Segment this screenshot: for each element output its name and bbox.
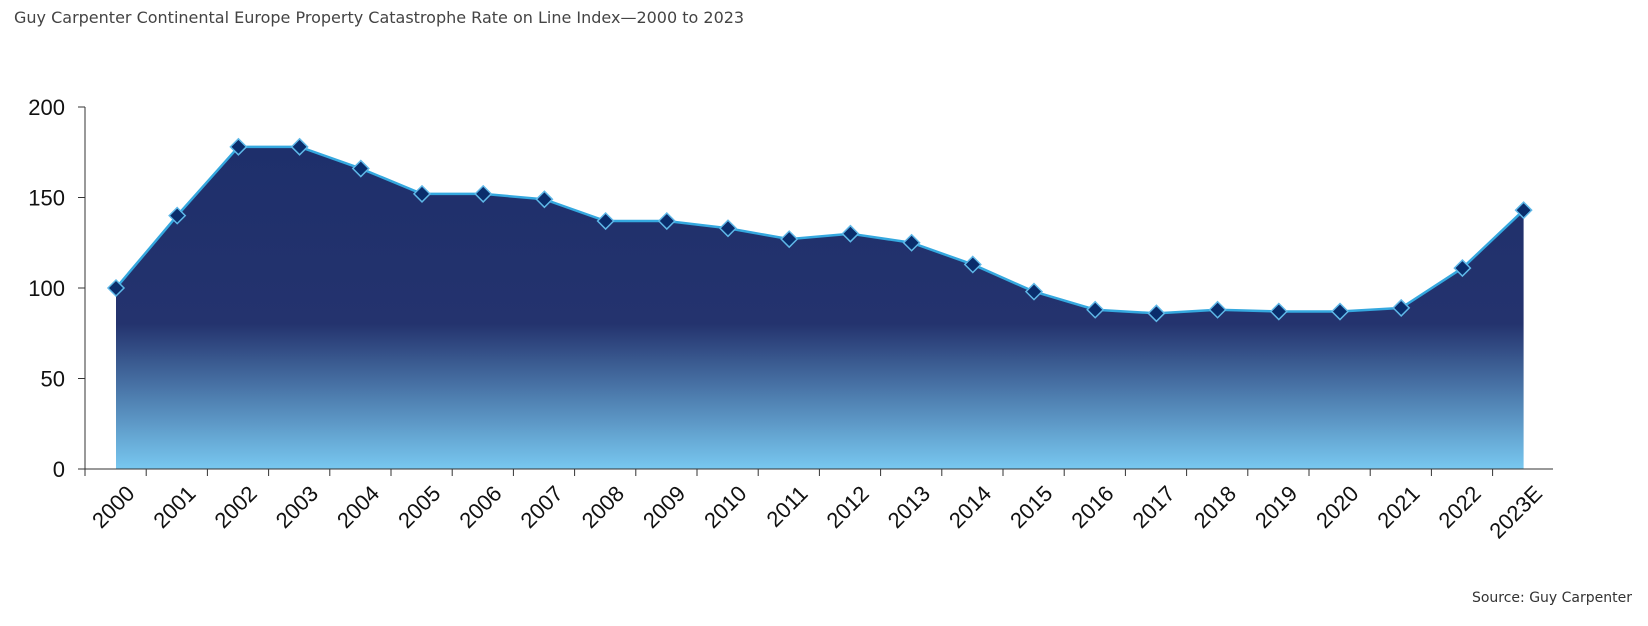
data-point-marker xyxy=(1024,282,1044,301)
x-tick-label: 2023E xyxy=(1484,481,1547,544)
x-tick-label: 2016 xyxy=(1066,481,1118,533)
area-fill xyxy=(116,146,1524,469)
data-point-marker xyxy=(106,278,126,298)
x-tick-label: 2013 xyxy=(883,481,935,533)
data-point-marker xyxy=(351,159,370,178)
data-point-marker xyxy=(1208,300,1227,319)
y-tick-label: 50 xyxy=(41,367,65,392)
x-tick-label: 2017 xyxy=(1128,481,1180,533)
plot-area: 0 50 100 150 200 2000 2001 2002 2003 2004 2005 2006… xyxy=(28,95,1553,543)
x-tick-label: 2010 xyxy=(699,481,751,533)
data-point-marker xyxy=(596,211,615,231)
data-point-marker xyxy=(535,190,554,209)
x-tick-label: 2005 xyxy=(393,481,445,533)
data-point-marker xyxy=(168,206,187,225)
data-point-marker xyxy=(902,233,921,252)
x-tick-label: 2020 xyxy=(1311,481,1363,533)
data-point-marker xyxy=(474,184,493,203)
x-tick-label: 2000 xyxy=(87,481,139,533)
x-tick-label: 2001 xyxy=(148,481,200,533)
data-point-marker xyxy=(1453,259,1472,278)
data-point-marker xyxy=(1514,201,1533,220)
data-point-marker xyxy=(963,255,982,274)
data-point-marker xyxy=(718,219,738,238)
x-tick-label: 2009 xyxy=(638,481,690,533)
x-tick-label: 2014 xyxy=(944,481,996,533)
x-tick-label: 2006 xyxy=(454,481,506,533)
data-point-marker xyxy=(841,224,860,243)
data-point-marker xyxy=(1147,304,1166,323)
chart-title: Guy Carpenter Continental Europe Propert… xyxy=(14,8,745,27)
series-line xyxy=(115,145,1525,315)
y-tick-label: 100 xyxy=(28,276,65,301)
data-point-marker xyxy=(1392,298,1411,317)
x-tick-label: 2021 xyxy=(1372,481,1424,533)
x-tick-label: 2011 xyxy=(762,481,813,532)
data-point-marker xyxy=(412,184,432,203)
y-tick-label: 0 xyxy=(53,457,65,482)
x-tick-label: 2012 xyxy=(822,481,874,533)
x-tick-label: 2004 xyxy=(332,481,384,533)
x-tick-label: 2003 xyxy=(271,481,323,533)
y-tick-label: 200 xyxy=(28,95,65,120)
x-tick-label: 2002 xyxy=(210,481,262,533)
data-point-marker xyxy=(1330,302,1350,321)
y-tick-label: 150 xyxy=(28,186,65,211)
x-tick-label: 2015 xyxy=(1005,481,1057,533)
x-tick-label: 2022 xyxy=(1434,481,1486,533)
x-tick-label: 2008 xyxy=(577,481,629,533)
data-point-marker xyxy=(1086,300,1105,319)
data-point-marker xyxy=(229,137,248,156)
data-point-marker xyxy=(657,211,676,231)
data-point-marker xyxy=(1269,302,1288,321)
x-tick-label: 2018 xyxy=(1189,481,1241,533)
data-point-marker xyxy=(290,137,309,156)
source-note: Source: Guy Carpenter xyxy=(1471,590,1632,606)
x-tick-label: 2007 xyxy=(516,481,568,533)
data-point-marker xyxy=(780,230,799,249)
x-tick-label: 2019 xyxy=(1250,481,1302,533)
